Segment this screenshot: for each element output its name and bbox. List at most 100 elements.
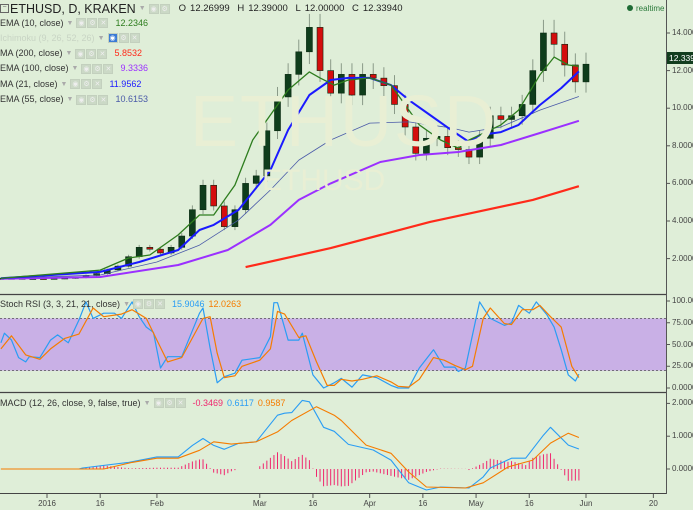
macd-value: 0.6117	[227, 397, 254, 408]
candle-bullish	[135, 247, 143, 258]
candle-bullish	[93, 273, 100, 276]
gear-icon[interactable]: ⚙	[81, 79, 92, 90]
indicator-label[interactable]: EMA (10, close)	[0, 17, 64, 28]
macd-hist-value: -0.3469	[192, 397, 224, 408]
x-axis-label: 20	[648, 499, 658, 508]
candle-bearish	[348, 74, 356, 96]
price-axis-label: 14.0000	[672, 28, 693, 37]
candle-bearish	[146, 247, 154, 250]
indicator-legend: MA (200, close) ▼ ◉ ⚙ ✕ 5.8532	[0, 48, 142, 60]
candle-bullish	[274, 96, 281, 132]
eye-icon[interactable]: ◉	[107, 33, 118, 44]
close-icon[interactable]: ✕	[92, 79, 103, 90]
macd-signal-line	[0, 406, 580, 489]
chevron-down-icon[interactable]: ▼	[138, 4, 146, 12]
price-axis-label: 12.0000	[672, 65, 693, 75]
chevron-down-icon[interactable]: ▼	[60, 80, 68, 88]
chevron-down-icon[interactable]: ▼	[123, 300, 130, 308]
close-icon[interactable]: ✕	[103, 63, 114, 74]
eye-icon[interactable]: ◉	[75, 48, 86, 59]
eye-icon[interactable]: ◉	[133, 299, 143, 309]
x-axis-label: 16	[418, 499, 428, 508]
chevron-down-icon[interactable]: ▼	[65, 50, 73, 58]
price-axis-label: 4.0000	[672, 216, 693, 225]
indicator-value: 9.3336	[120, 63, 148, 74]
candle-bullish	[306, 27, 313, 53]
stoch-axis-label: 50.0000	[672, 339, 693, 349]
overlay-line-ema-55-close-	[0, 96, 580, 279]
candle-bullish	[125, 256, 132, 267]
candle-bullish	[284, 74, 292, 98]
candle-bullish	[231, 209, 239, 227]
gear-icon[interactable]: ⚙	[92, 63, 103, 74]
candle-bullish	[518, 104, 526, 117]
macd-axis-label: 0.0000	[672, 464, 693, 473]
symbol-title[interactable]: ETHUSD, D, KRAKEN	[10, 1, 136, 16]
eye-icon[interactable]: ◉	[76, 94, 87, 105]
indicator-value: 12.2346	[115, 17, 149, 28]
realtime-indicator: realtime	[627, 4, 664, 14]
close-icon[interactable]: ✕	[155, 299, 165, 309]
collapse-icon[interactable]: −	[0, 4, 9, 13]
gear-icon[interactable]: ⚙	[118, 33, 129, 44]
chevron-down-icon[interactable]: ▼	[71, 65, 79, 73]
candle-bullish	[359, 74, 366, 96]
chevron-down-icon[interactable]: ▼	[97, 34, 105, 42]
indicator-label[interactable]: EMA (55, close)	[0, 94, 64, 104]
stoch-d-value: 12.0263	[208, 298, 242, 309]
indicator-legend: EMA (55, close) ▼ ◉ ⚙ ✕ 10.6153	[0, 94, 148, 106]
eye-icon[interactable]: ◉	[81, 63, 92, 74]
indicator-label[interactable]: MA (21, close)	[0, 78, 58, 89]
stoch-band	[0, 318, 666, 371]
candle-bearish	[316, 27, 324, 71]
stoch-axis-label: 100.000	[672, 296, 693, 305]
ohlc-readout: O 12.26999 H 12.39000 L 12.00000 C 12.33940	[178, 2, 403, 14]
close-icon[interactable]: ✕	[98, 94, 109, 105]
price-axis-label: 2.0000	[672, 253, 693, 263]
last-price-tag: 12.339	[667, 52, 693, 64]
stoch-axis-label: 0.0000	[672, 383, 693, 392]
stoch-k-line	[0, 301, 580, 389]
chevron-down-icon[interactable]: ▼	[143, 399, 151, 407]
gear-icon[interactable]: ⚙	[144, 299, 154, 309]
price-axis-label: 10.0000	[672, 103, 693, 113]
gear-icon[interactable]: ⚙	[87, 94, 98, 105]
close-icon[interactable]: ✕	[175, 398, 186, 408]
indicator-label[interactable]: MA (200, close)	[0, 48, 63, 59]
candle-bullish	[423, 137, 430, 154]
eye-icon[interactable]: ◉	[148, 3, 159, 14]
close-icon[interactable]: ✕	[97, 48, 108, 59]
status-dot-icon	[627, 5, 633, 11]
candle-bearish	[157, 248, 164, 254]
stoch-legend: Stoch RSI (3, 3, 21, 21, close) ▼ ◉ ⚙ ✕ 15.…	[0, 298, 242, 309]
gear-icon[interactable]: ⚙	[164, 398, 175, 408]
candle-bullish	[263, 130, 271, 177]
gear-icon[interactable]: ⚙	[87, 18, 98, 28]
gear-icon[interactable]: ⚙	[86, 48, 97, 59]
gear-icon[interactable]: ⚙	[159, 3, 170, 14]
indicator-legend: EMA (10, close) ▼ ◉ ⚙ ✕ 12.2346	[0, 17, 148, 29]
stoch-d-line	[0, 304, 580, 388]
candle-bullish	[540, 32, 547, 71]
eye-icon[interactable]: ◉	[76, 18, 87, 28]
candle-bullish	[295, 51, 303, 75]
close-icon[interactable]: ✕	[129, 33, 140, 44]
overlay-line-ema-10-close-	[0, 56, 579, 279]
symbol-legend: − ETHUSD, D, KRAKEN ▼ ◉ ⚙ O 12.26999 H 12.3…	[0, 1, 403, 16]
chevron-down-icon[interactable]: ▼	[66, 19, 74, 27]
x-axis-label: 16	[95, 499, 105, 508]
stoch-axis-label: 25.0000	[672, 361, 693, 371]
candle-bearish	[497, 115, 505, 120]
eye-icon[interactable]: ◉	[70, 79, 81, 90]
chevron-down-icon[interactable]: ▼	[66, 96, 74, 103]
eye-icon[interactable]: ◉	[153, 398, 164, 408]
indicator-label[interactable]: EMA (100, close)	[0, 63, 69, 74]
candle-bearish	[550, 32, 558, 45]
indicator-label[interactable]: Ichimoku (9, 26, 52, 26)	[0, 32, 95, 43]
close-icon[interactable]: ✕	[98, 18, 109, 28]
indicator-legend: Ichimoku (9, 26, 52, 26) ▼ ◉ ⚙ ✕	[0, 32, 147, 44]
x-axis-label: Mar	[252, 499, 267, 508]
price-axis-label: 8.0000	[672, 140, 693, 150]
overlay-line-ma-200-close-	[245, 185, 580, 269]
